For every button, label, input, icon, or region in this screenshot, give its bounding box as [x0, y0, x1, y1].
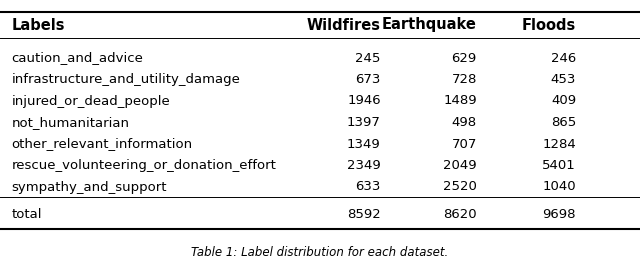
- Text: 633: 633: [355, 180, 381, 194]
- Text: 1040: 1040: [542, 180, 576, 194]
- Text: 2520: 2520: [443, 180, 477, 194]
- Text: injured_or_dead_people: injured_or_dead_people: [12, 94, 170, 108]
- Text: 498: 498: [452, 116, 477, 129]
- Text: Wildfires: Wildfires: [307, 17, 381, 32]
- Text: 707: 707: [451, 138, 477, 150]
- Text: 629: 629: [452, 52, 477, 64]
- Text: total: total: [12, 209, 42, 221]
- Text: Labels: Labels: [12, 17, 65, 32]
- Text: caution_and_advice: caution_and_advice: [12, 52, 143, 64]
- Text: 673: 673: [355, 73, 381, 86]
- Text: 1489: 1489: [443, 94, 477, 108]
- Text: 8620: 8620: [443, 209, 477, 221]
- Text: 1349: 1349: [347, 138, 381, 150]
- Text: 409: 409: [551, 94, 576, 108]
- Text: 2049: 2049: [443, 159, 477, 172]
- Text: 8592: 8592: [347, 209, 381, 221]
- Text: Floods: Floods: [522, 17, 576, 32]
- Text: other_relevant_information: other_relevant_information: [12, 138, 193, 150]
- Text: not_humanitarian: not_humanitarian: [12, 116, 129, 129]
- Text: 1946: 1946: [347, 94, 381, 108]
- Text: rescue_volunteering_or_donation_effort: rescue_volunteering_or_donation_effort: [12, 159, 276, 172]
- Text: 5401: 5401: [542, 159, 576, 172]
- Text: 1284: 1284: [542, 138, 576, 150]
- Text: 2349: 2349: [347, 159, 381, 172]
- Text: infrastructure_and_utility_damage: infrastructure_and_utility_damage: [12, 73, 241, 86]
- Text: Earthquake: Earthquake: [382, 17, 477, 32]
- Text: 728: 728: [451, 73, 477, 86]
- Text: sympathy_and_support: sympathy_and_support: [12, 180, 167, 194]
- Text: 453: 453: [550, 73, 576, 86]
- Text: Table 1: Label distribution for each dataset.: Table 1: Label distribution for each dat…: [191, 245, 449, 259]
- Text: 9698: 9698: [543, 209, 576, 221]
- Text: 245: 245: [355, 52, 381, 64]
- Text: 246: 246: [551, 52, 576, 64]
- Text: 865: 865: [551, 116, 576, 129]
- Text: 1397: 1397: [347, 116, 381, 129]
